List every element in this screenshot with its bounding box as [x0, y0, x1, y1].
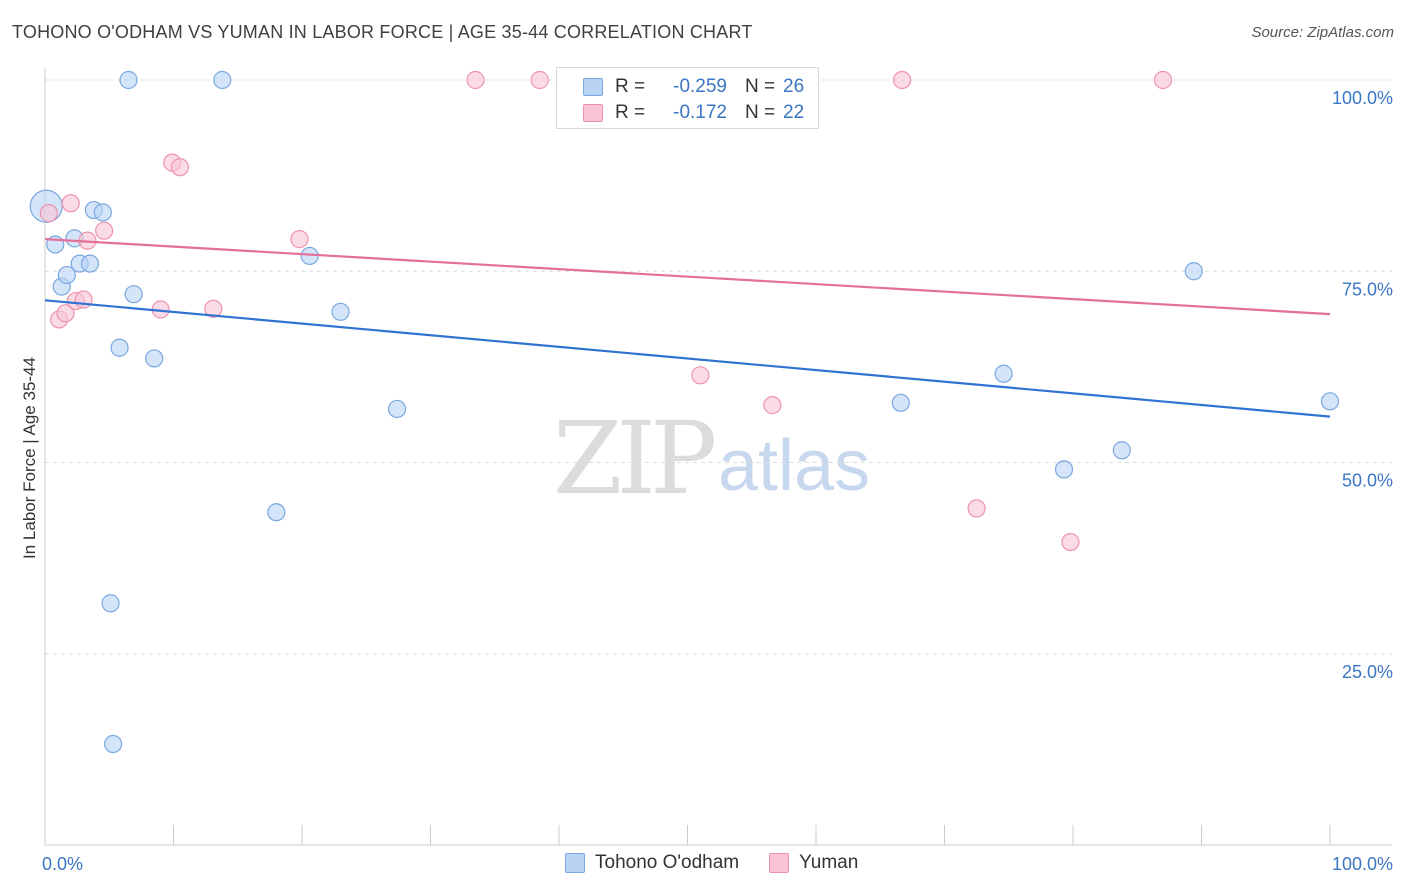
legend-swatch-pink [583, 104, 603, 122]
data-point-yuman[interactable] [74, 290, 93, 309]
trend-line-yuman [44, 238, 1331, 316]
legend-swatch-blue [583, 78, 603, 96]
legend-r-label: R = [615, 76, 646, 97]
x-tick-label: 0.0% [42, 854, 83, 874]
legend-row-yuman: R = -0.172 N = 22 [583, 102, 804, 124]
data-point-tohono[interactable] [124, 285, 143, 304]
data-point-yuman[interactable] [290, 230, 309, 249]
watermark-zip: ZIP [553, 400, 717, 517]
data-point-tohono[interactable] [891, 393, 910, 412]
watermark-atlas: atlas [718, 426, 871, 506]
data-point-yuman[interactable] [530, 70, 549, 90]
data-point-yuman[interactable] [61, 194, 80, 213]
data-point-yuman[interactable] [95, 221, 114, 240]
data-point-tohono[interactable] [57, 265, 76, 285]
data-point-yuman[interactable] [39, 204, 58, 223]
data-point-tohono[interactable] [387, 399, 407, 419]
legend-r-label: R = [615, 102, 646, 123]
data-point-yuman[interactable] [204, 299, 223, 318]
legend-n-label: N = [745, 102, 776, 123]
data-point-tohono[interactable] [331, 302, 350, 321]
data-point-tohono[interactable] [119, 70, 138, 90]
data-point-yuman[interactable] [1153, 70, 1173, 90]
x-tick-label: 100.0% [1332, 854, 1393, 874]
y-tick-label: 100.0% [1332, 88, 1393, 108]
legend-item-yuman[interactable]: Yuman [769, 852, 858, 874]
data-point-tohono[interactable] [1112, 441, 1131, 460]
data-point-tohono[interactable] [1184, 262, 1203, 281]
legend-r-value: -0.259 [673, 76, 727, 97]
data-point-yuman[interactable] [1061, 532, 1080, 552]
legend-item-tohono[interactable]: Tohono O'odham [565, 852, 739, 874]
series-legend: Tohono O'odham Yuman [565, 852, 888, 874]
data-point-tohono[interactable] [213, 70, 232, 90]
legend-swatch-pink [769, 853, 790, 873]
legend-n-label: N = [745, 76, 776, 97]
source-label: Source: ZipAtlas.com [1251, 24, 1394, 41]
data-point-tohono[interactable] [145, 349, 164, 368]
legend-row-tohono: R = -0.259 N = 26 [583, 76, 804, 98]
data-point-yuman[interactable] [691, 366, 710, 385]
legend-label-yuman: Yuman [799, 852, 859, 873]
legend-n-value: 22 [783, 102, 805, 123]
data-point-tohono[interactable] [80, 254, 100, 273]
data-point-tohono[interactable] [101, 594, 120, 613]
legend-r-value: -0.172 [673, 102, 727, 123]
legend-swatch-blue [565, 853, 585, 873]
chart-title: TOHONO O'ODHAM VS YUMAN IN LABOR FORCE |… [12, 22, 753, 42]
data-point-tohono[interactable] [93, 203, 112, 222]
data-point-yuman[interactable] [466, 70, 485, 90]
legend-label-tohono: Tohono O'odham [595, 852, 740, 873]
data-point-tohono[interactable] [104, 734, 123, 754]
data-point-yuman[interactable] [967, 499, 986, 518]
data-point-yuman[interactable] [763, 396, 782, 415]
data-point-tohono[interactable] [110, 338, 129, 357]
data-point-tohono[interactable] [1054, 460, 1074, 479]
data-point-tohono[interactable] [994, 364, 1013, 383]
data-point-tohono[interactable] [1320, 392, 1340, 411]
y-tick-label: 75.0% [1342, 279, 1393, 299]
data-point-tohono[interactable] [267, 503, 286, 522]
y-tick-label: 25.0% [1342, 662, 1393, 682]
data-point-yuman[interactable] [56, 304, 75, 323]
correlation-legend: R = -0.259 N = 26 R = -0.172 N = 22 [556, 67, 819, 129]
trend-line-tohono [44, 299, 1331, 418]
legend-n-value: 26 [783, 76, 805, 97]
y-tick-label: 50.0% [1342, 471, 1393, 491]
data-point-yuman[interactable] [170, 158, 190, 177]
data-point-yuman[interactable] [892, 70, 912, 90]
